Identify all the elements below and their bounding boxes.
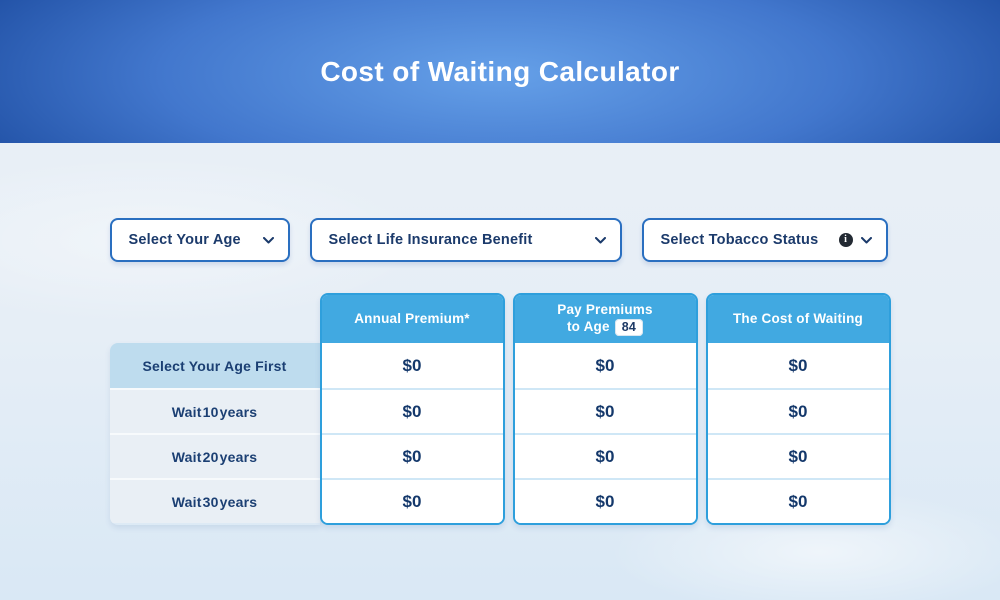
annual-premium-header: Annual Premium* <box>321 295 503 343</box>
cost-of-waiting-value: $0 <box>707 388 889 433</box>
age-badge: 84 <box>614 318 643 337</box>
pay-premiums-value: $0 <box>514 343 696 388</box>
benefit-select-label: Select Life Insurance Benefit <box>328 232 533 248</box>
pay-premiums-column: Pay Premiums to Age 84 $0 $0 $0 $0 <box>512 293 698 525</box>
chevron-down-icon <box>860 236 872 244</box>
age-select[interactable]: Select Your Age <box>109 218 290 262</box>
chevron-down-icon <box>594 236 606 244</box>
cost-of-waiting-header: The Cost of Waiting <box>707 295 889 343</box>
row-label-wait-10: Wait 10 years <box>109 388 320 433</box>
row-label-years-number: 20 <box>202 448 219 465</box>
row-label-column: Select Your Age First Wait 10 years Wait… <box>109 343 320 525</box>
data-columns: Annual Premium* $0 $0 $0 $0 Pay Premiums… <box>319 293 891 525</box>
pay-premiums-value: $0 <box>514 388 696 433</box>
tobacco-select-label: Select Tobacco Status <box>660 232 819 248</box>
annual-premium-value: $0 <box>321 433 503 478</box>
row-label-text: Wait <box>171 493 202 510</box>
column-title: The Cost of Waiting <box>732 310 864 326</box>
annual-premium-column: Annual Premium* $0 $0 $0 $0 <box>319 293 505 525</box>
row-label-text: Wait <box>171 403 202 420</box>
row-label-years-number: 30 <box>202 493 219 510</box>
column-title-line1: Pay Premiums <box>557 301 653 317</box>
cost-of-waiting-value: $0 <box>707 433 889 478</box>
cost-of-waiting-value: $0 <box>707 343 889 388</box>
cost-of-waiting-column: The Cost of Waiting $0 $0 $0 $0 <box>705 293 891 525</box>
row-label-text: Select Your Age First <box>142 357 287 374</box>
row-label-years-number: 10 <box>202 403 219 420</box>
header-banner: Cost of Waiting Calculator <box>0 0 1000 143</box>
row-label-text: Wait <box>171 448 202 465</box>
pay-premiums-value: $0 <box>514 478 696 523</box>
cost-table: Select Your Age First Wait 10 years Wait… <box>109 293 891 525</box>
filter-row: Select Your Age Select Life Insurance Be… <box>109 218 891 262</box>
page-title: Cost of Waiting Calculator <box>320 55 680 87</box>
column-title: Annual Premium* <box>354 310 470 326</box>
annual-premium-value: $0 <box>321 478 503 523</box>
pay-premiums-value: $0 <box>514 433 696 478</box>
calculator-body: Select Your Age Select Life Insurance Be… <box>109 218 891 525</box>
pay-premiums-header: Pay Premiums to Age 84 <box>514 295 696 343</box>
benefit-select[interactable]: Select Life Insurance Benefit <box>309 218 622 262</box>
tobacco-select[interactable]: Select Tobacco Status i <box>641 218 888 262</box>
info-icon[interactable]: i <box>838 233 853 247</box>
annual-premium-value: $0 <box>321 343 503 388</box>
row-label-text: years <box>219 493 258 510</box>
column-title-line2: to Age <box>566 319 610 334</box>
age-select-label: Select Your Age <box>128 232 241 248</box>
row-label-wait-30: Wait 30 years <box>109 478 320 523</box>
row-label-text: years <box>219 403 258 420</box>
annual-premium-value: $0 <box>321 388 503 433</box>
chevron-down-icon <box>262 236 274 244</box>
row-label-select-age: Select Your Age First <box>109 343 320 388</box>
row-label-wait-20: Wait 20 years <box>109 433 320 478</box>
cost-of-waiting-value: $0 <box>707 478 889 523</box>
row-label-text: years <box>219 448 258 465</box>
